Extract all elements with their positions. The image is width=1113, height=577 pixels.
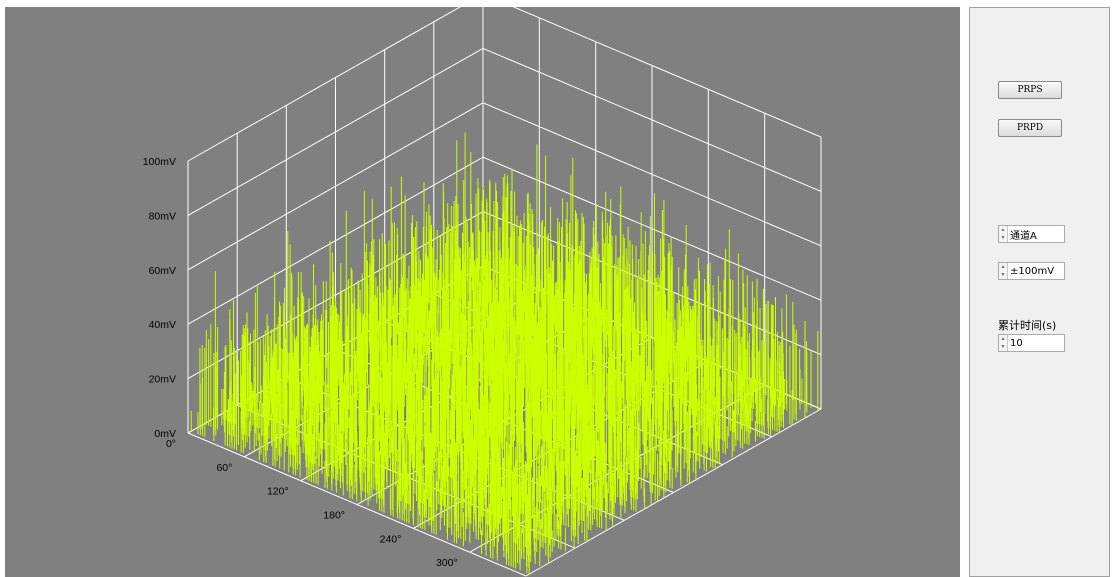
label-layer: 0mV 20mV 40mV 60mV 80mV 100mV 0° 60° 120° 180° 240… (143, 156, 458, 569)
channel-spinbox[interactable]: ▲ ▼ 通道A (998, 225, 1065, 243)
range-spin-arrows: ▲ ▼ (999, 263, 1008, 279)
z-tick-label: 100mV (143, 156, 176, 168)
control-panel: PRPS PRPD ▲ ▼ 通道A ▲ ▼ ±100mV 累计时间(s) ▲ ▼… (969, 7, 1110, 577)
spin-down-icon[interactable]: ▼ (999, 343, 1007, 351)
range-spinbox[interactable]: ▲ ▼ ±100mV (998, 262, 1065, 280)
z-tick-label: 20mV (149, 374, 176, 386)
phase-tick-label: 120° (267, 486, 289, 498)
phase-tick-label: 0° (166, 438, 176, 450)
grid-line (187, 432, 527, 577)
range-value: ±100mV (1010, 265, 1055, 277)
phase-tick-label: 180° (323, 510, 345, 522)
plot-svg: 0mV 20mV 40mV 60mV 80mV 100mV 0° 60° 120° 180° 240… (143, 7, 822, 577)
channel-value: 通道A (1010, 230, 1037, 242)
phase-tick-label: 60° (216, 462, 232, 474)
spin-down-icon[interactable]: ▼ (999, 271, 1007, 279)
z-tick-label: 0mV (154, 428, 176, 440)
phase-tick-label: 300° (436, 557, 458, 569)
spin-up-icon[interactable]: ▲ (999, 263, 1007, 271)
accumulation-time-spinbox[interactable]: ▲ ▼ 10 (998, 334, 1065, 352)
channel-spin-arrows: ▲ ▼ (999, 226, 1008, 242)
z-tick-label: 80mV (149, 210, 176, 222)
prps-3d-plot: 0mV 20mV 40mV 60mV 80mV 100mV 0° 60° 120° 180° 240… (5, 7, 960, 577)
accumulation-spin-arrows: ▲ ▼ (999, 335, 1008, 351)
phase-tick-label: 240° (380, 533, 402, 545)
accumulation-time-value: 10 (1010, 337, 1023, 349)
spin-down-icon[interactable]: ▼ (999, 234, 1007, 242)
prps-button[interactable]: PRPS (998, 81, 1062, 99)
accumulation-time-label: 累计时间(s) (998, 319, 1057, 332)
z-tick-label: 60mV (149, 265, 176, 277)
spin-up-icon[interactable]: ▲ (999, 226, 1007, 234)
spin-up-icon[interactable]: ▲ (999, 335, 1007, 343)
prpd-button[interactable]: PRPD (998, 119, 1062, 137)
bar-layer (190, 132, 819, 575)
z-tick-label: 40mV (149, 319, 176, 331)
